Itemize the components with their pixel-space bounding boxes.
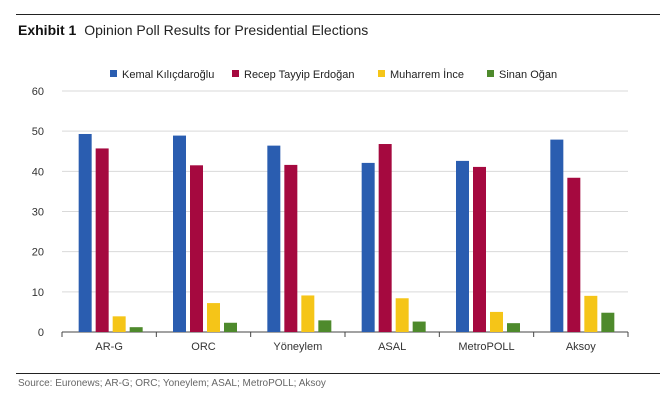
source-note: Source: Euronews; AR-G; ORC; Yoneylem; A… bbox=[18, 378, 326, 389]
y-tick-label: 60 bbox=[32, 86, 44, 98]
bar bbox=[207, 303, 220, 332]
bar bbox=[224, 322, 237, 332]
bar bbox=[378, 144, 392, 332]
x-tick-label: ORC bbox=[191, 341, 216, 353]
y-tick-label: 20 bbox=[32, 247, 44, 259]
bar bbox=[395, 298, 409, 332]
bottom-rule bbox=[16, 373, 660, 374]
bar bbox=[361, 162, 375, 332]
bar bbox=[190, 165, 203, 332]
x-tick-label: AR-G bbox=[95, 341, 123, 353]
y-tick-label: 30 bbox=[32, 207, 44, 219]
top-rule bbox=[16, 14, 660, 15]
x-tick-label: Aksoy bbox=[566, 341, 596, 353]
bar bbox=[78, 133, 92, 332]
exhibit-title: Exhibit 1 Opinion Poll Results for Presi… bbox=[18, 22, 368, 38]
bar bbox=[550, 139, 564, 332]
bar bbox=[112, 316, 126, 332]
x-tick-label: ASAL bbox=[378, 341, 406, 353]
bar bbox=[473, 166, 486, 332]
bar bbox=[490, 311, 503, 332]
bar bbox=[507, 323, 520, 332]
bar bbox=[267, 145, 281, 332]
bar bbox=[173, 135, 186, 332]
x-tick-label: MetroPOLL bbox=[458, 341, 514, 353]
bar bbox=[95, 148, 109, 332]
exhibit-title-text: Opinion Poll Results for Presidential El… bbox=[84, 22, 369, 38]
legend-swatch bbox=[378, 70, 385, 77]
bar bbox=[567, 177, 581, 332]
legend-label: Muharrem İnce bbox=[390, 68, 464, 81]
legend-label: Sinan Oğan bbox=[499, 69, 557, 81]
legend-label: Recep Tayyip Erdoğan bbox=[244, 69, 354, 81]
bar bbox=[456, 160, 469, 332]
bar bbox=[584, 295, 598, 332]
legend-label: Kemal Kılıçdaroğlu bbox=[122, 69, 214, 81]
legend-swatch bbox=[232, 70, 239, 77]
y-tick-label: 50 bbox=[32, 126, 44, 138]
bar bbox=[129, 327, 143, 332]
exhibit-label: Exhibit 1 bbox=[18, 22, 77, 38]
bar bbox=[318, 320, 332, 332]
legend-swatch bbox=[487, 70, 494, 77]
bar bbox=[601, 312, 615, 332]
y-tick-label: 10 bbox=[32, 287, 44, 299]
y-tick-label: 40 bbox=[32, 166, 44, 178]
bar bbox=[412, 321, 426, 332]
x-tick-label: Yöneylem bbox=[273, 341, 322, 353]
legend-swatch bbox=[110, 70, 117, 77]
bar bbox=[284, 164, 298, 332]
y-tick-label: 0 bbox=[38, 327, 44, 339]
bar bbox=[301, 295, 315, 332]
